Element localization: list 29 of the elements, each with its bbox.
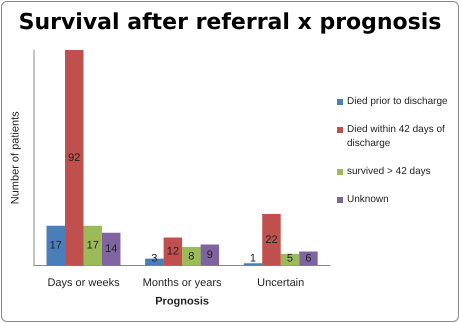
x-tick-label: Uncertain [257, 277, 304, 290]
data-label: 6 [305, 252, 312, 265]
data-label: 17 [86, 240, 99, 252]
bar [102, 232, 120, 266]
data-label: 8 [188, 250, 194, 262]
bar [200, 244, 220, 266]
x-axis-title: Prognosis [155, 295, 209, 308]
bar [84, 226, 102, 266]
chart-title: Survival after referral x prognosis [18, 10, 442, 35]
data-label: 14 [105, 243, 118, 256]
data-label: 1 [250, 252, 256, 265]
data-label: 12 [166, 246, 179, 258]
bar [46, 226, 66, 266]
legend-label: Unknown [347, 193, 389, 207]
legend-label: survived > 42 days [347, 165, 431, 179]
bar [182, 246, 201, 266]
data-label: 9 [206, 249, 213, 262]
x-tick-label: Days or weeks [47, 277, 120, 290]
data-label: 5 [286, 252, 294, 265]
bar [164, 237, 182, 266]
legend-label: Died prior to discharge [347, 95, 448, 109]
x-tick-label: Months or years [142, 277, 222, 290]
legend-label: Died within 42 days of discharge [347, 123, 446, 151]
data-label: 92 [68, 152, 80, 164]
data-label: 22 [265, 234, 278, 246]
data-label: 17 [50, 240, 62, 252]
bar [65, 50, 84, 266]
bar [262, 214, 281, 266]
y-axis-title: Number of patients [10, 110, 22, 204]
